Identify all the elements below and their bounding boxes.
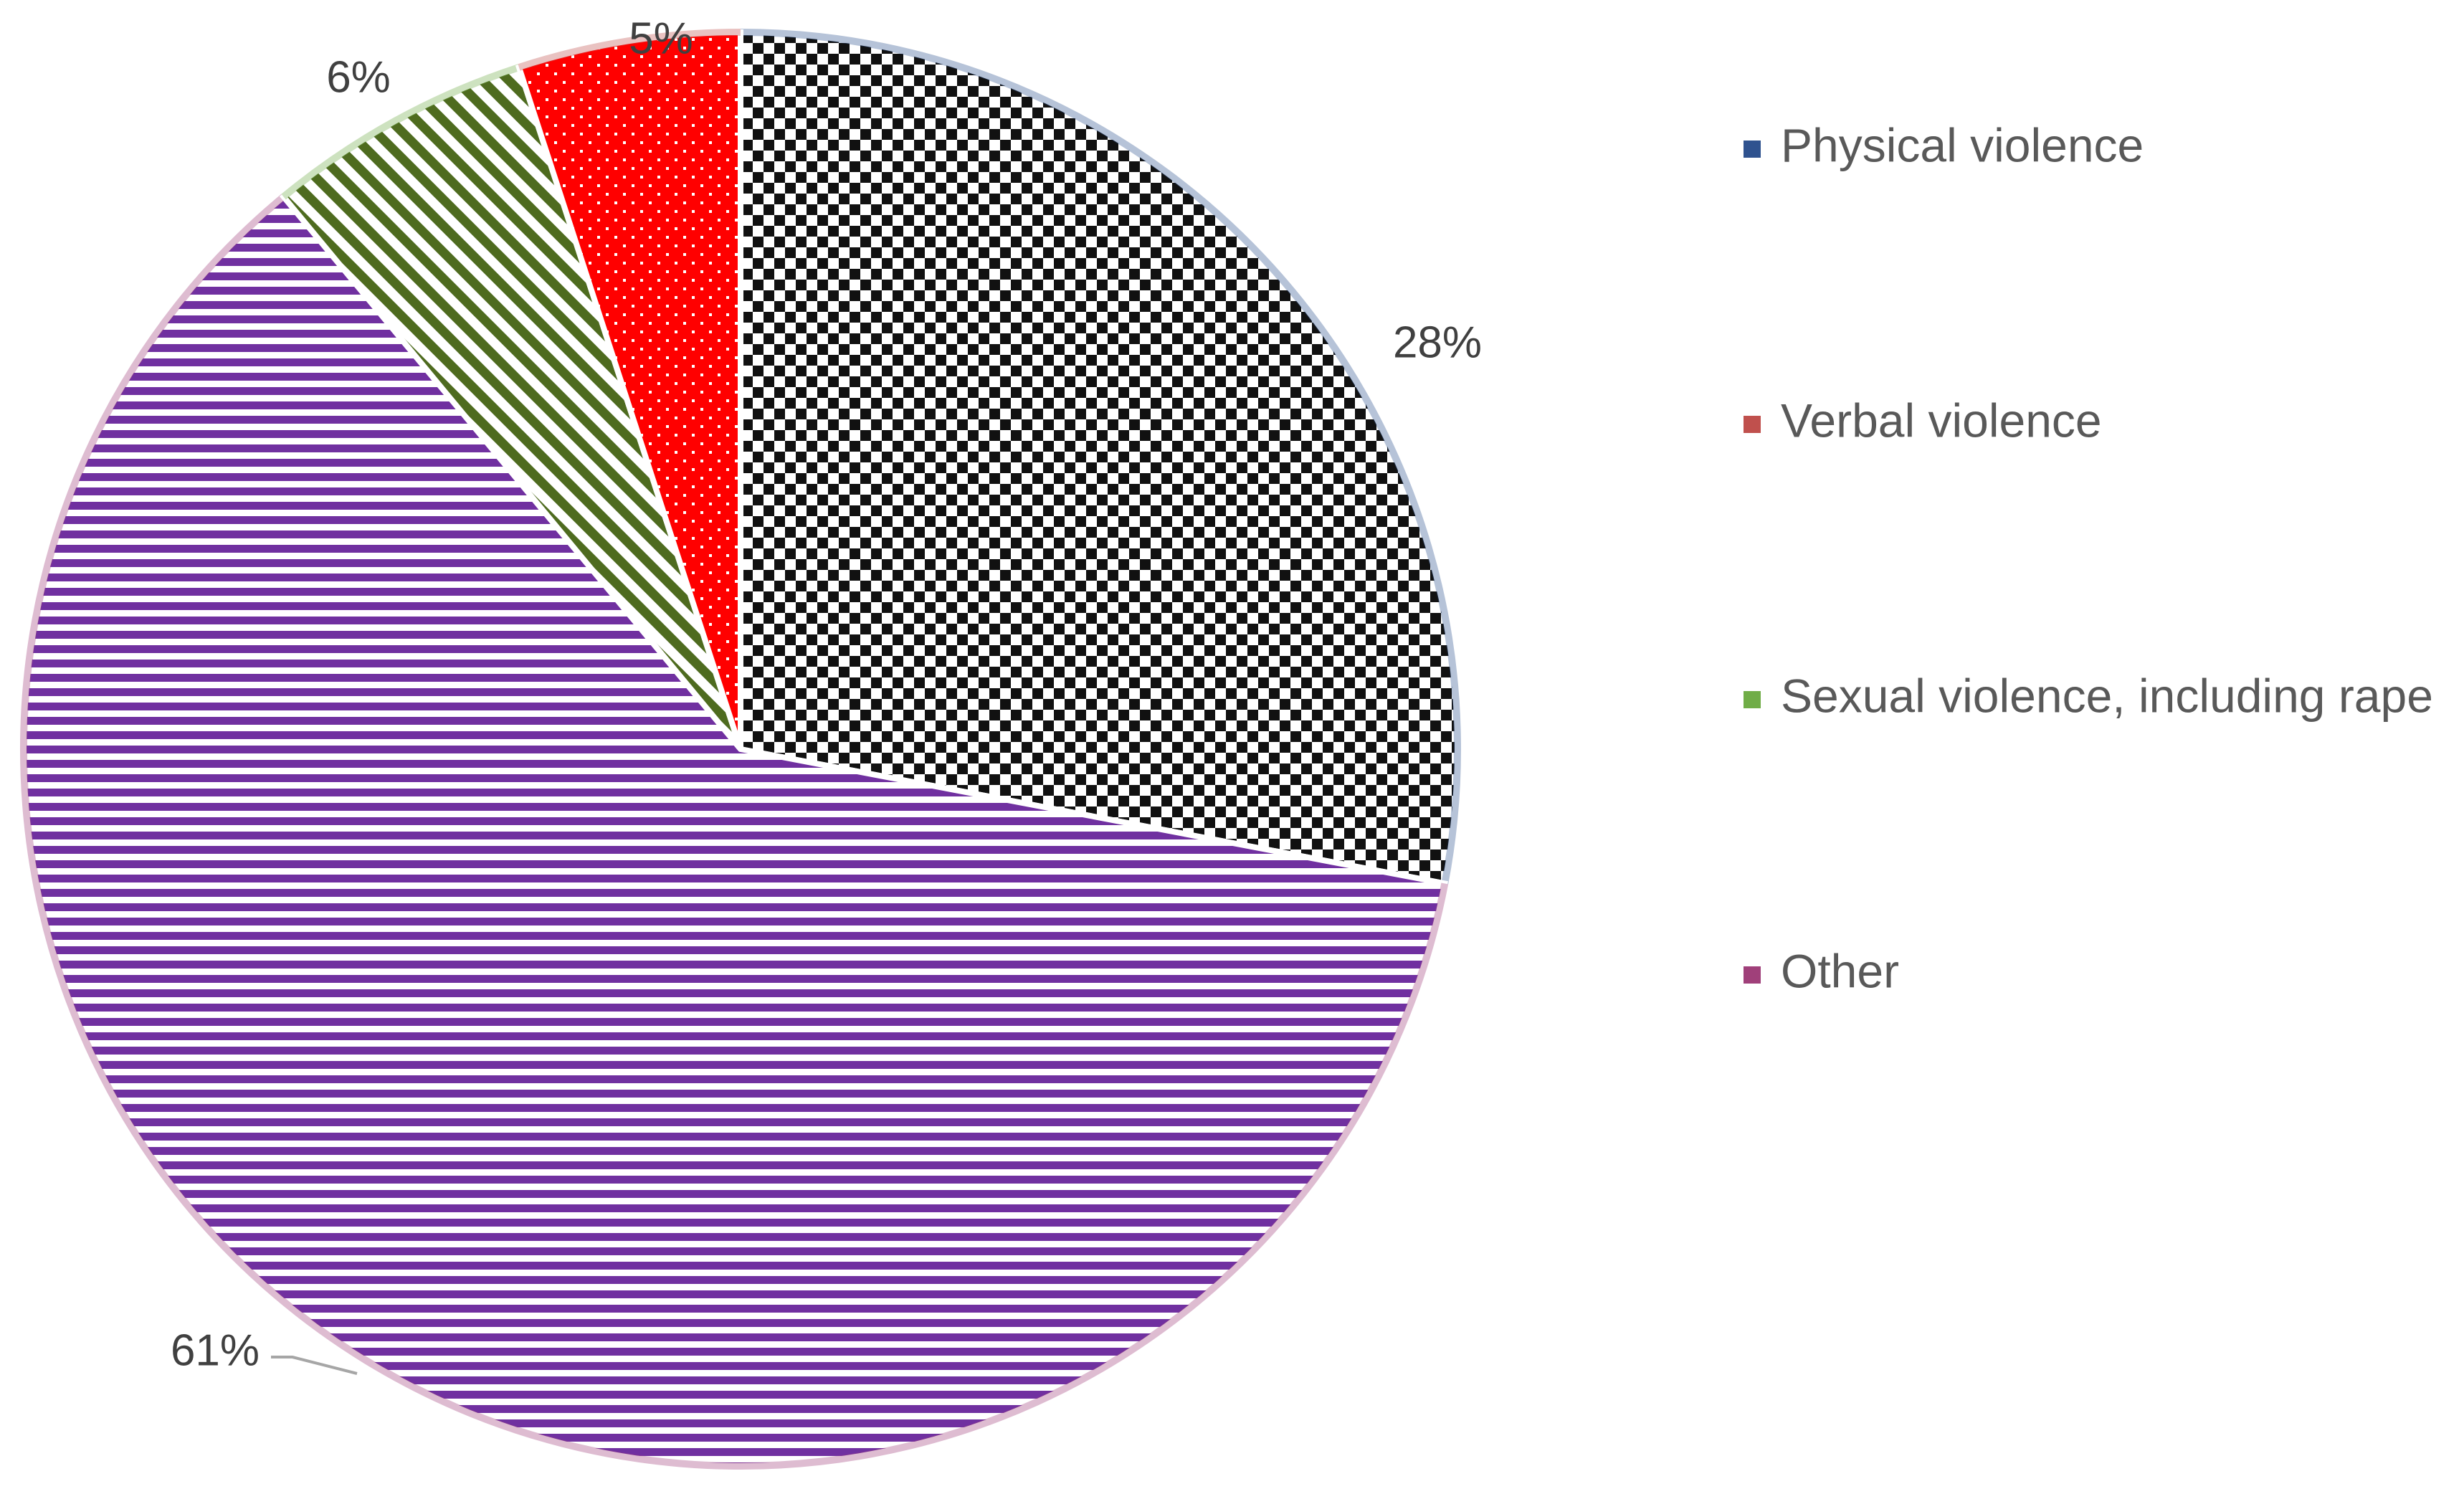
- pie-slice-rim-verbal-violence: [518, 29, 741, 71]
- pie-slice-physical-violence: [738, 29, 1460, 887]
- legend-label-verbal-violence: Verbal violence: [1781, 394, 2102, 447]
- leader-lines: [271, 1356, 358, 1375]
- data-label-sexual-violence-including-rape: 6%: [326, 52, 391, 102]
- legend-swatch-sexual-violence-including-rape: [1744, 691, 1761, 708]
- legend-label-physical-violence: Physical violence: [1781, 118, 2144, 171]
- pie-slices: [20, 29, 1461, 1470]
- leader-line-other: [271, 1356, 358, 1375]
- legend: Physical violence Verbal violence Sexual v…: [1744, 118, 2433, 997]
- legend-swatch-other: [1744, 966, 1761, 984]
- data-label-physical-violence: 28%: [1393, 318, 1482, 367]
- data-labels: 28% 61% 6% 5%: [171, 14, 1482, 1375]
- pie-slice-rim-other: [20, 194, 1449, 1470]
- pie-slice-rim-sexual-violence-including-rape: [281, 64, 520, 200]
- data-label-other: 61%: [171, 1326, 260, 1375]
- pie-slice-rim-physical-violence: [740, 29, 1461, 885]
- pie-slice-sexual-violence-including-rape: [279, 63, 743, 751]
- pie-slice-verbal-violence: [515, 29, 743, 751]
- legend-swatch-physical-violence: [1744, 141, 1761, 158]
- legend-swatch-verbal-violence: [1744, 416, 1761, 433]
- legend-label-other: Other: [1781, 944, 1899, 997]
- pie-slice-other: [21, 192, 1448, 1469]
- legend-label-sexual-violence-including-rape: Sexual violence, including rape: [1781, 669, 2433, 722]
- data-label-verbal-violence: 5%: [629, 14, 693, 63]
